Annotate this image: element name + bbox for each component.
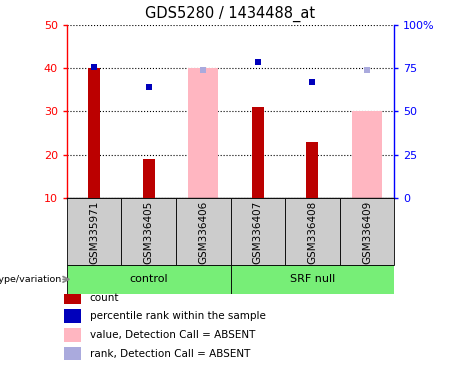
Text: GSM336407: GSM336407: [253, 201, 263, 264]
Text: GSM335971: GSM335971: [89, 201, 99, 265]
Bar: [121, 198, 176, 265]
Bar: [252, 107, 264, 198]
Text: GSM336405: GSM336405: [144, 201, 154, 264]
Text: rank, Detection Call = ABSENT: rank, Detection Call = ABSENT: [89, 349, 250, 359]
Bar: [306, 142, 319, 198]
Bar: [64, 310, 81, 323]
Bar: [285, 198, 340, 265]
Text: percentile rank within the sample: percentile rank within the sample: [89, 311, 266, 321]
Bar: [230, 265, 394, 294]
Bar: [64, 328, 81, 342]
Bar: [352, 111, 382, 198]
Bar: [88, 68, 100, 198]
Text: GSM336408: GSM336408: [307, 201, 317, 264]
Text: GSM336409: GSM336409: [362, 201, 372, 264]
Text: GSM336406: GSM336406: [198, 201, 208, 264]
Text: control: control: [130, 274, 168, 285]
Bar: [67, 198, 121, 265]
Bar: [64, 347, 81, 361]
Bar: [230, 198, 285, 265]
Text: count: count: [89, 293, 119, 303]
Text: SRF null: SRF null: [290, 274, 335, 285]
Text: value, Detection Call = ABSENT: value, Detection Call = ABSENT: [89, 330, 255, 340]
Bar: [176, 198, 230, 265]
Title: GDS5280 / 1434488_at: GDS5280 / 1434488_at: [145, 6, 316, 22]
Text: genotype/variation: genotype/variation: [0, 275, 62, 284]
Bar: [142, 159, 155, 198]
Bar: [188, 68, 218, 198]
Bar: [67, 265, 230, 294]
Bar: [64, 291, 81, 304]
Bar: [340, 198, 394, 265]
